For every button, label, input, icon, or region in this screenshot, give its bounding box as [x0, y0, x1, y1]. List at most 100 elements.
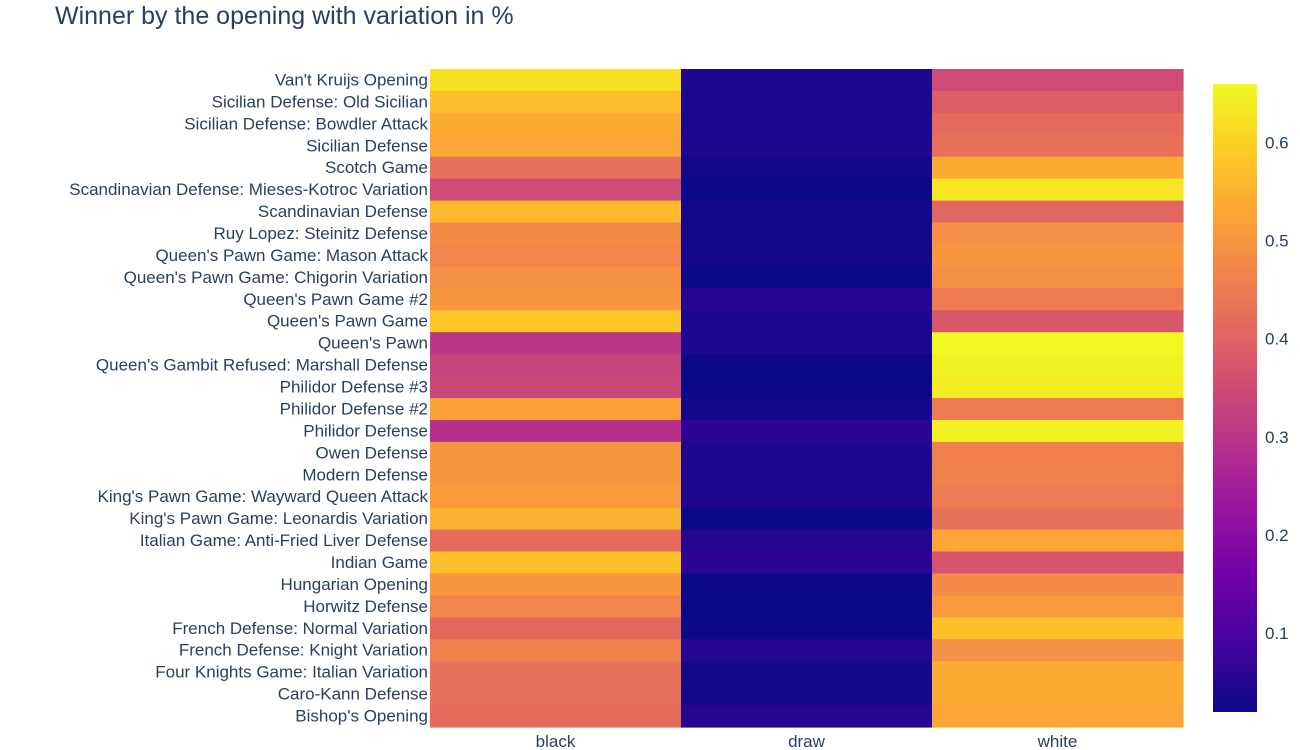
heatmap-cell-italian-game-anti-fried-liver-defense-black: [430, 529, 682, 553]
heatmap-cell-philidor-defense-2-draw: [681, 398, 933, 421]
heatmap-cell-queen-s-pawn-black: [430, 332, 682, 355]
heatmap-cell-queen-s-gambit-refused-marshall-defense-black: [430, 354, 682, 377]
heatmap-cell-sicilian-defense-old-sicilian-draw: [681, 90, 933, 114]
heatmap-cell-king-s-pawn-game-leonardis-variation-draw: [681, 507, 933, 531]
y-tick-label: Indian Game: [331, 553, 428, 572]
colorbar: [1213, 84, 1257, 712]
y-tick-label: Philidor Defense #2: [280, 399, 428, 418]
heatmap-cell-queen-s-gambit-refused-marshall-defense-white: [932, 354, 1184, 377]
heatmap-cell-philidor-defense-black: [430, 419, 682, 443]
heatmap-cell-queen-s-pawn-game-white: [932, 310, 1184, 333]
heatmap-cells: [430, 69, 1184, 728]
x-tick-label-white: white: [1037, 732, 1078, 750]
heatmap-cell-queen-s-pawn-white: [932, 332, 1184, 355]
heatmap-cell-italian-game-anti-fried-liver-defense-white: [932, 529, 1184, 553]
heatmap-cell-owen-defense-draw: [681, 441, 933, 465]
heatmap-cell-hungarian-opening-black: [430, 573, 682, 596]
heatmap-cell-owen-defense-black: [430, 441, 682, 465]
heatmap-cell-hungarian-opening-white: [932, 573, 1184, 596]
colorbar-tick-label: 0.6: [1265, 133, 1289, 152]
heatmap-cell-sicilian-defense-black: [430, 134, 682, 158]
colorbar-tick-label: 0.3: [1265, 428, 1289, 447]
heatmap-cell-indian-game-white: [932, 551, 1184, 575]
colorbar-tick-label: 0.4: [1265, 330, 1289, 349]
heatmap-cell-queen-s-pawn-game-chigorin-variation-draw: [681, 266, 933, 289]
y-tick-label: King's Pawn Game: Wayward Queen Attack: [98, 487, 429, 506]
heatmap-cell-sicilian-defense-bowdler-attack-black: [430, 112, 682, 136]
heatmap-cell-hungarian-opening-draw: [681, 573, 933, 596]
y-tick-label: Philidor Defense: [303, 421, 428, 440]
y-tick-label: Scandinavian Defense: [258, 202, 428, 221]
heatmap-cell-bishop-s-opening-draw: [681, 705, 933, 728]
heatmap-cell-horwitz-defense-black: [430, 595, 682, 618]
heatmap-cell-queen-s-gambit-refused-marshall-defense-draw: [681, 354, 933, 377]
heatmap-cell-french-defense-knight-variation-white: [932, 639, 1184, 662]
heatmap-cell-philidor-defense-3-white: [932, 376, 1184, 399]
heatmap-cell-philidor-defense-3-draw: [681, 376, 933, 399]
heatmap-cell-queen-s-pawn-game-chigorin-variation-black: [430, 266, 682, 289]
colorbar-tick-label: 0.5: [1265, 232, 1289, 251]
heatmap-cell-sicilian-defense-old-sicilian-white: [932, 90, 1184, 114]
heatmap-cell-ruy-lopez-steinitz-defense-white: [932, 222, 1184, 246]
heatmap-cell-king-s-pawn-game-wayward-queen-attack-draw: [681, 485, 933, 509]
y-tick-label: Caro-Kann Defense: [278, 685, 428, 704]
y-tick-label: Sicilian Defense: Old Sicilian: [212, 92, 428, 111]
y-tick-label: Owen Defense: [316, 443, 428, 462]
x-tick-label-draw: draw: [788, 732, 826, 750]
heatmap-cell-caro-kann-defense-white: [932, 683, 1184, 706]
heatmap-cell-scandinavian-defense-mieses-kotroc-variation-black: [430, 178, 682, 202]
heatmap-cell-sicilian-defense-bowdler-attack-draw: [681, 112, 933, 136]
heatmap-cell-scotch-game-white: [932, 156, 1184, 180]
heatmap-cell-sicilian-defense-white: [932, 134, 1184, 158]
heatmap-cell-french-defense-knight-variation-draw: [681, 639, 933, 662]
heatmap-cell-bishop-s-opening-white: [932, 705, 1184, 728]
heatmap-cell-french-defense-normal-variation-black: [430, 617, 682, 640]
heatmap-cell-french-defense-knight-variation-black: [430, 639, 682, 662]
heatmap-cell-modern-defense-black: [430, 463, 682, 487]
heatmap-cell-queen-s-pawn-game-mason-attack-draw: [681, 244, 933, 267]
y-tick-label: Sicilian Defense: [306, 136, 428, 155]
y-tick-label: Queen's Pawn Game: [267, 312, 428, 331]
colorbar-tick-label: 0.1: [1265, 624, 1289, 643]
heatmap-cell-queen-s-pawn-game-draw: [681, 310, 933, 333]
y-axis-tick-labels: Van't Kruijs Opening Sicilian Defense: Ol…: [69, 70, 428, 725]
heatmap-cell-sicilian-defense-bowdler-attack-white: [932, 112, 1184, 136]
heatmap-cell-indian-game-black: [430, 551, 682, 575]
y-tick-label: Modern Defense: [302, 465, 428, 484]
heatmap-cell-italian-game-anti-fried-liver-defense-draw: [681, 529, 933, 553]
heatmap-cell-modern-defense-draw: [681, 463, 933, 487]
colorbar-tick-label: 0.2: [1265, 526, 1289, 545]
y-tick-label: Ruy Lopez: Steinitz Defense: [213, 224, 428, 243]
heatmap-cell-van-t-kruijs-opening-draw: [681, 69, 933, 92]
heatmap-cell-sicilian-defense-old-sicilian-black: [430, 90, 682, 114]
heatmap-cell-queen-s-pawn-game-chigorin-variation-white: [932, 266, 1184, 289]
heatmap-cell-scandinavian-defense-black: [430, 200, 682, 224]
heatmap-cell-scotch-game-draw: [681, 156, 933, 180]
heatmap-cell-ruy-lopez-steinitz-defense-draw: [681, 222, 933, 246]
heatmap-cell-french-defense-normal-variation-white: [932, 617, 1184, 640]
heatmap-cell-scotch-game-black: [430, 156, 682, 180]
heatmap-cell-scandinavian-defense-mieses-kotroc-variation-draw: [681, 178, 933, 202]
heatmap-cell-king-s-pawn-game-leonardis-variation-black: [430, 507, 682, 531]
heatmap-cell-caro-kann-defense-draw: [681, 683, 933, 706]
y-tick-label: Queen's Pawn Game: Chigorin Variation: [124, 268, 428, 287]
heatmap-cell-ruy-lopez-steinitz-defense-black: [430, 222, 682, 246]
heatmap-cell-queen-s-pawn-game-black: [430, 310, 682, 333]
heatmap-cell-philidor-defense-2-black: [430, 398, 682, 421]
heatmap-cell-philidor-defense-white: [932, 419, 1184, 443]
heatmap-cell-four-knights-game-italian-variation-draw: [681, 661, 933, 684]
heatmap-cell-queen-s-pawn-game-mason-attack-white: [932, 244, 1184, 267]
heatmap-cell-scandinavian-defense-white: [932, 200, 1184, 224]
heatmap-cell-philidor-defense-3-black: [430, 376, 682, 399]
heatmap-cell-philidor-defense-2-white: [932, 398, 1184, 421]
heatmap-cell-van-t-kruijs-opening-black: [430, 69, 682, 92]
heatmap-cell-bishop-s-opening-black: [430, 705, 682, 728]
heatmap-cell-french-defense-normal-variation-draw: [681, 617, 933, 640]
y-tick-label: Queen's Pawn Game: Mason Attack: [155, 246, 428, 265]
heatmap-cell-van-t-kruijs-opening-white: [932, 69, 1184, 92]
y-tick-label: Scotch Game: [325, 158, 428, 177]
heatmap-cell-king-s-pawn-game-wayward-queen-attack-white: [932, 485, 1184, 509]
y-tick-label: Italian Game: Anti-Fried Liver Defense: [140, 531, 428, 550]
y-tick-label: Queen's Gambit Refused: Marshall Defense: [96, 356, 428, 375]
heatmap-cell-queen-s-pawn-game-2-white: [932, 288, 1184, 311]
